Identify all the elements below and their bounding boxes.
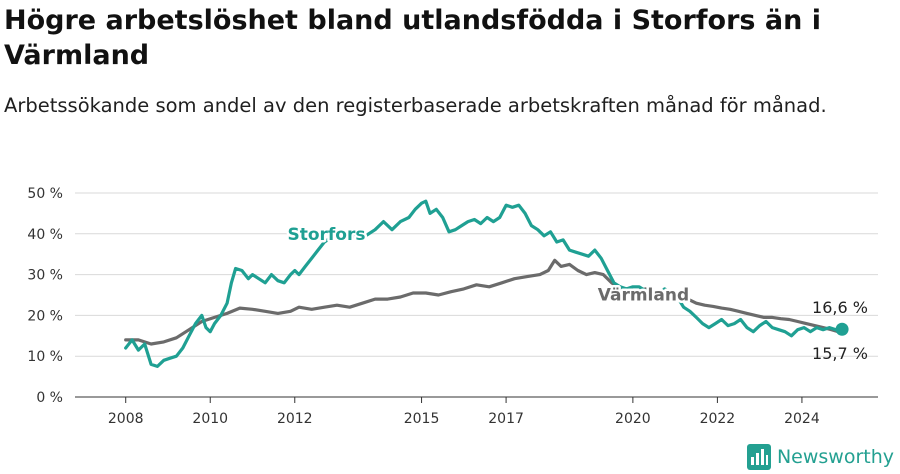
series-line-storfors bbox=[124, 199, 844, 368]
series-line-värmland bbox=[124, 258, 844, 346]
x-tick-label: 2010 bbox=[192, 411, 228, 427]
brand-logo[interactable]: Newsworthy bbox=[746, 442, 894, 472]
series-lines bbox=[124, 199, 849, 368]
x-tick-label: 2020 bbox=[615, 411, 651, 427]
y-tick-label: 0 % bbox=[36, 390, 63, 406]
end-point-marker bbox=[835, 322, 849, 336]
x-tick-label: 2015 bbox=[404, 411, 440, 427]
series-label-halo: Storfors bbox=[287, 225, 365, 245]
y-tick-label: 10 % bbox=[27, 349, 63, 365]
y-tick-label: 30 % bbox=[27, 268, 63, 284]
series-label-värmland: Värmland bbox=[598, 285, 689, 305]
end-value-storfors: 16,6 % bbox=[812, 298, 868, 317]
x-tick-label: 2017 bbox=[488, 411, 524, 427]
x-axis: 2008 2010 2012 2015 2017 2020 2022 2024 bbox=[75, 396, 878, 427]
chart-subtitle: Arbetssökande som andel av den registerb… bbox=[4, 94, 827, 117]
y-tick-label: 20 % bbox=[27, 308, 63, 324]
series-label-storfors: Storfors bbox=[287, 225, 365, 245]
chart-title: Högre arbetslöshet bland utlandsfödda i … bbox=[4, 5, 821, 71]
x-tick-label: 2022 bbox=[700, 411, 736, 427]
y-tick-label: 50 % bbox=[27, 186, 63, 202]
series-label-halo: Värmland bbox=[598, 285, 689, 305]
brand-name: Newsworthy bbox=[776, 446, 894, 468]
x-tick-label: 2008 bbox=[108, 411, 144, 427]
x-tick-label: 2012 bbox=[277, 411, 313, 427]
x-tick-label: 2024 bbox=[784, 411, 820, 427]
newsworthy-logo-icon bbox=[746, 444, 771, 470]
y-axis-ticks: 0 % 10 % 20 % 30 % 40 % 50 % bbox=[27, 186, 63, 406]
end-value-varmland: 15,7 % bbox=[812, 344, 868, 363]
gridlines bbox=[75, 192, 878, 357]
y-tick-label: 40 % bbox=[27, 227, 63, 243]
